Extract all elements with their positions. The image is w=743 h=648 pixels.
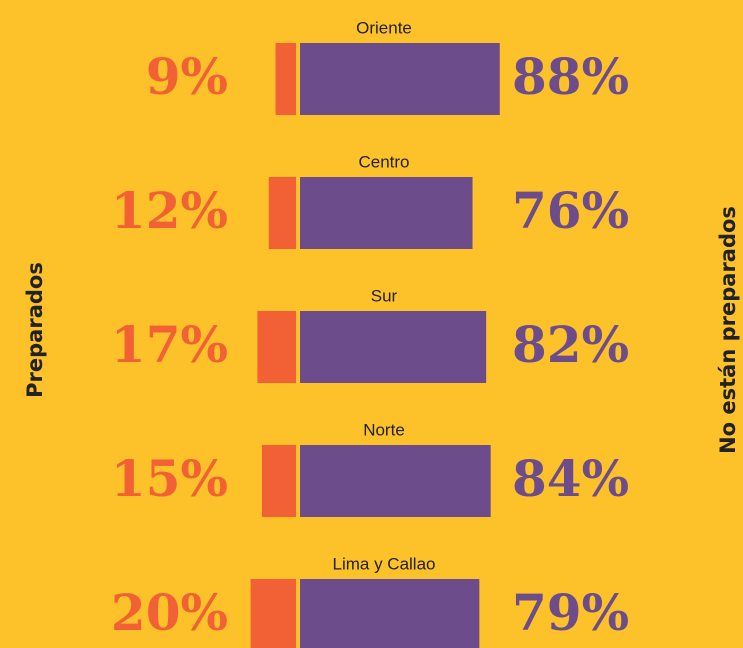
category-label: Centro bbox=[358, 152, 409, 171]
bar-left bbox=[275, 43, 296, 115]
bar-right bbox=[300, 177, 473, 249]
category-label: Sur bbox=[371, 286, 398, 305]
value-label-right: 88% bbox=[512, 47, 629, 106]
value-label-right: 79% bbox=[512, 583, 629, 642]
bar-left bbox=[261, 445, 296, 517]
category-label: Lima y Callao bbox=[333, 554, 436, 573]
value-label-left: 9% bbox=[146, 47, 228, 106]
bar-left bbox=[257, 311, 296, 383]
bar-left bbox=[250, 579, 296, 648]
value-label-left: 12% bbox=[111, 181, 228, 240]
bar-right bbox=[300, 579, 480, 648]
bar-left bbox=[268, 177, 296, 249]
bar-right bbox=[300, 311, 487, 383]
value-label-left: 15% bbox=[111, 449, 228, 508]
left-series-title: Preparados bbox=[23, 262, 47, 398]
right-series-title: No están preparados bbox=[716, 206, 740, 454]
value-label-right: 82% bbox=[512, 315, 629, 374]
value-label-right: 84% bbox=[512, 449, 629, 508]
value-label-left: 20% bbox=[111, 583, 228, 642]
value-label-right: 76% bbox=[512, 181, 629, 240]
category-label: Norte bbox=[363, 420, 405, 439]
category-label: Oriente bbox=[356, 18, 412, 37]
bar-right bbox=[300, 445, 491, 517]
value-label-left: 17% bbox=[111, 315, 228, 374]
bar-right bbox=[300, 43, 500, 115]
